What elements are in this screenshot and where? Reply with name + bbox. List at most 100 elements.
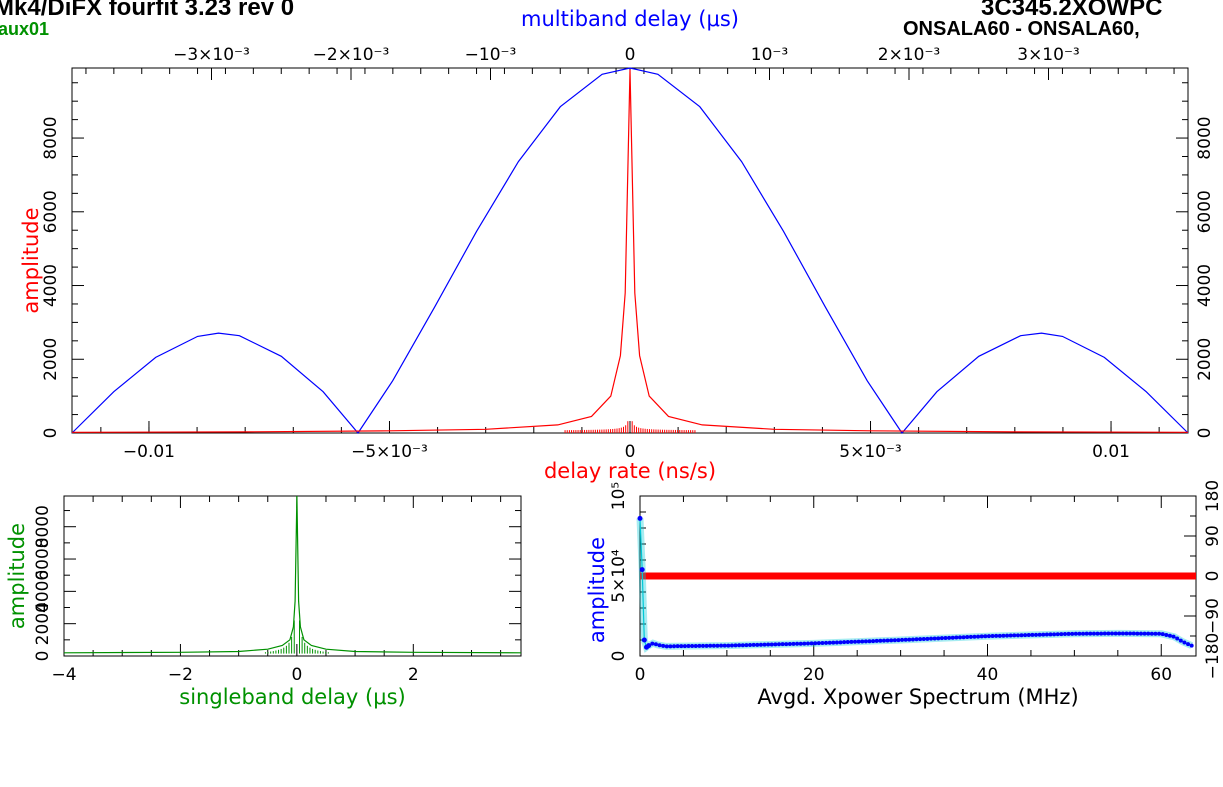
delay-rate-axis-label: delay rate (ns/s) [544,459,716,483]
xpower-amplitude-point [1044,632,1049,637]
delay-rate-curve [71,69,1189,433]
xpower-amplitude-point [1178,638,1183,643]
xpower-amplitude-point [856,639,861,644]
multiband-delay-tick-label: 0 [625,45,636,65]
xpower-amplitude-point [1106,631,1111,636]
singleband-plot-frame [63,495,522,657]
xpower-amplitude-point [914,637,919,642]
xpower-amplitude-point [1030,632,1035,637]
xpower-amplitude-point [1026,633,1031,638]
station-label: aux01 [0,19,50,39]
xpower-amplitude-point [657,643,662,648]
xpower-amplitude-point [1160,632,1165,637]
xpower-amplitude-line [639,518,1192,649]
singleband-amplitude-axis-label: amplitude [5,523,29,629]
xpower-amplitude-point [979,634,984,639]
xpower-amplitude-point [809,641,814,646]
multiband-delay-tick-label: −2×10⁻³ [313,45,390,65]
singleband-amplitude-tick-label: 4000 [33,570,53,613]
xpower-amplitude-point [845,640,850,645]
xpower-amplitude-point [853,639,858,644]
xpower-amplitude-point [740,643,745,648]
xpower-amplitude-point [1135,631,1140,636]
xpower-amplitude-point [1001,633,1006,638]
xpower-amplitude-point [834,640,839,645]
xpower-amplitude-point [1157,631,1162,636]
xpower-amplitude-point [878,638,883,643]
xpower-amplitude-point [925,636,930,641]
xpower-amplitude-point [1041,632,1046,637]
xpower-amplitude-point [1164,632,1169,637]
amplitude-tick-label-right: 8000 [1195,116,1215,159]
xpower-amplitude-point [755,642,760,647]
xpower-amplitude-point [646,643,652,649]
xpower-amplitude-point [679,644,684,649]
multiband-delay-tick-label: −10⁻³ [465,45,517,65]
xpower-amplitude-point [972,634,977,639]
xpower-amplitude-point [932,636,937,641]
delay-rate-tick-label: −0.01 [123,442,175,462]
xpower-amplitude-tick-label: 10⁵ [609,482,629,510]
xpower-amplitude-point [831,640,836,645]
xpower-amplitude-point [784,642,789,647]
xpower-amplitude-point [936,636,941,641]
xpower-tick-label: 0 [635,665,646,685]
xpower-amplitude-point [672,644,677,649]
xpower-amplitude-point [976,634,981,639]
amplitude-tick-label-right: 4000 [1195,264,1215,307]
xpower-amplitude-point [795,641,800,646]
xpower-amplitude-point [708,643,713,648]
xpower-amplitude-point [994,633,999,638]
xpower-amplitude-point [661,643,666,648]
xpower-amplitude-point [1110,631,1115,636]
amplitude-tick-label: 2000 [41,338,61,381]
xpower-amplitude-point [700,643,705,648]
delay-rate-tick-label: 0 [625,442,636,462]
xpower-amplitude-point [997,633,1002,638]
xpower-amplitude-point [704,643,709,648]
xpower-amplitude-point [1081,631,1086,636]
multiband-delay-tick-label: 10⁻³ [751,45,788,65]
source-label: 3C345.2XOWPC [981,0,1163,21]
xpower-amplitude-point [762,642,767,647]
xpower-amplitude-point [910,637,915,642]
baseline-label: ONSALA60 - ONSALA60, [903,18,1140,40]
xpower-amplitude-point [820,641,825,646]
singleband-amplitude-tick-label: 2000 [33,602,53,645]
xpower-amplitude-point [1019,633,1024,638]
singleband-delay-axis-label: singleband delay (μs) [179,685,405,709]
xpower-amplitude-point [1142,631,1147,636]
xpower-amplitude-point [1149,631,1154,636]
xpower-amplitude-point [1052,632,1057,637]
xpower-amplitude-point [986,634,991,639]
multiband-delay-curve [71,67,1189,434]
xpower-amplitude-point [929,636,934,641]
plot-title: Mk4/DiFX fourfit 3.23 rev 0 [0,0,295,21]
xpower-amplitude-point [965,635,970,640]
xpower-amplitude-point [885,638,890,643]
xpower-amplitude-point [1084,631,1089,636]
xpower-amplitude-point [780,642,785,647]
xpower-amplitude-point [719,643,724,648]
xpower-amplitude-point [1131,631,1136,636]
xpower-amplitude-point [1146,631,1151,636]
xpower-tick-label: 60 [1150,665,1172,685]
xpower-amplitude-point [668,644,673,649]
singleband-amplitude-tick-label: 0 [33,651,53,662]
xpower-amplitude-point [1062,632,1067,637]
amplitude-tick-label: 0 [41,428,61,439]
xpower-amplitude-point [802,641,807,646]
xpower-amplitude-point [722,643,727,648]
xpower-amplitude-point [1117,631,1122,636]
xpower-amplitude-point [805,641,810,646]
xpower-amplitude-point [903,637,908,642]
xpower-amplitude-point [939,636,944,641]
amplitude-tick-label-right: 0 [1195,428,1215,439]
xpower-amplitude-point [1171,634,1176,639]
xpower-amplitude-point [816,641,821,646]
phase-tick-label: −180 [1203,633,1223,680]
xpower-amplitude-point [990,634,995,639]
xpower-amplitude-point [1128,631,1133,636]
xpower-amplitude-point [1066,631,1071,636]
